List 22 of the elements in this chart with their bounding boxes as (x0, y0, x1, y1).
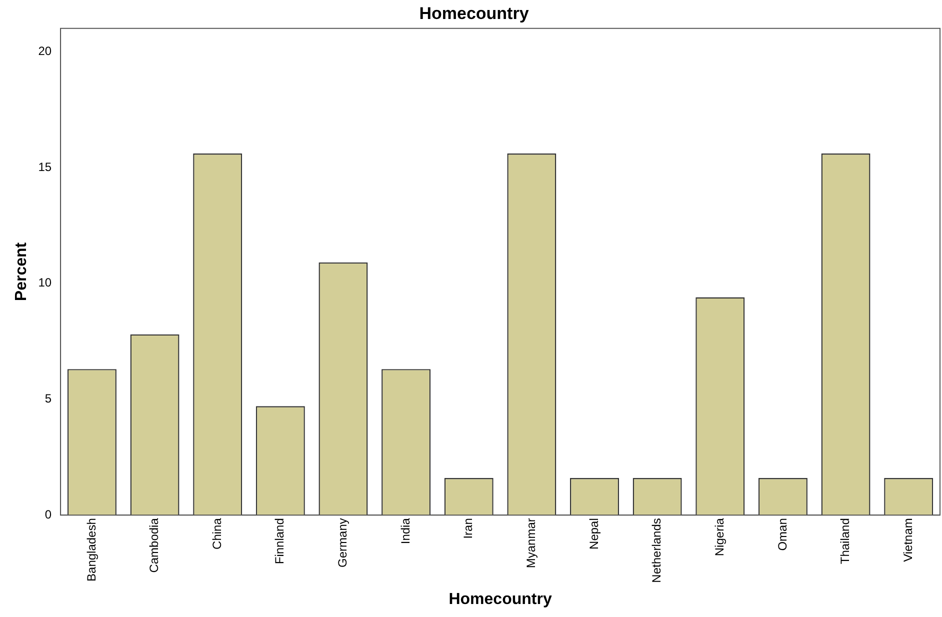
y-tick-label: 5 (44, 392, 52, 406)
x-tick-label: Bangladesh (84, 518, 98, 582)
y-tick-label: 10 (38, 276, 52, 290)
x-tick-label: Vietnam (900, 518, 915, 562)
x-tick-label: Cambodia (147, 518, 162, 573)
x-tick-label: Germany (336, 518, 350, 568)
y-axis-title: Percent (13, 242, 30, 302)
x-tick-label: Iran (461, 518, 476, 539)
x-tick-label: Oman (775, 518, 790, 551)
x-axis-title: Homecountry (448, 590, 552, 608)
y-tick-label: 15 (38, 160, 52, 174)
x-tick-label: Finnland (272, 518, 287, 564)
x-tick-label: Netherlands (650, 518, 664, 583)
x-tick-label: Thailand (838, 518, 852, 564)
y-tick-label: 20 (38, 44, 52, 58)
x-tick-label: Myanmar (524, 518, 538, 568)
y-tick-label: 0 (44, 507, 52, 522)
x-tick-label: Nigeria (712, 518, 726, 556)
x-tick-label: Nepal (586, 518, 601, 550)
chart-title: Homecountry (419, 4, 530, 23)
x-tick-label: India (398, 518, 412, 544)
x-tick-label: China (210, 518, 224, 550)
